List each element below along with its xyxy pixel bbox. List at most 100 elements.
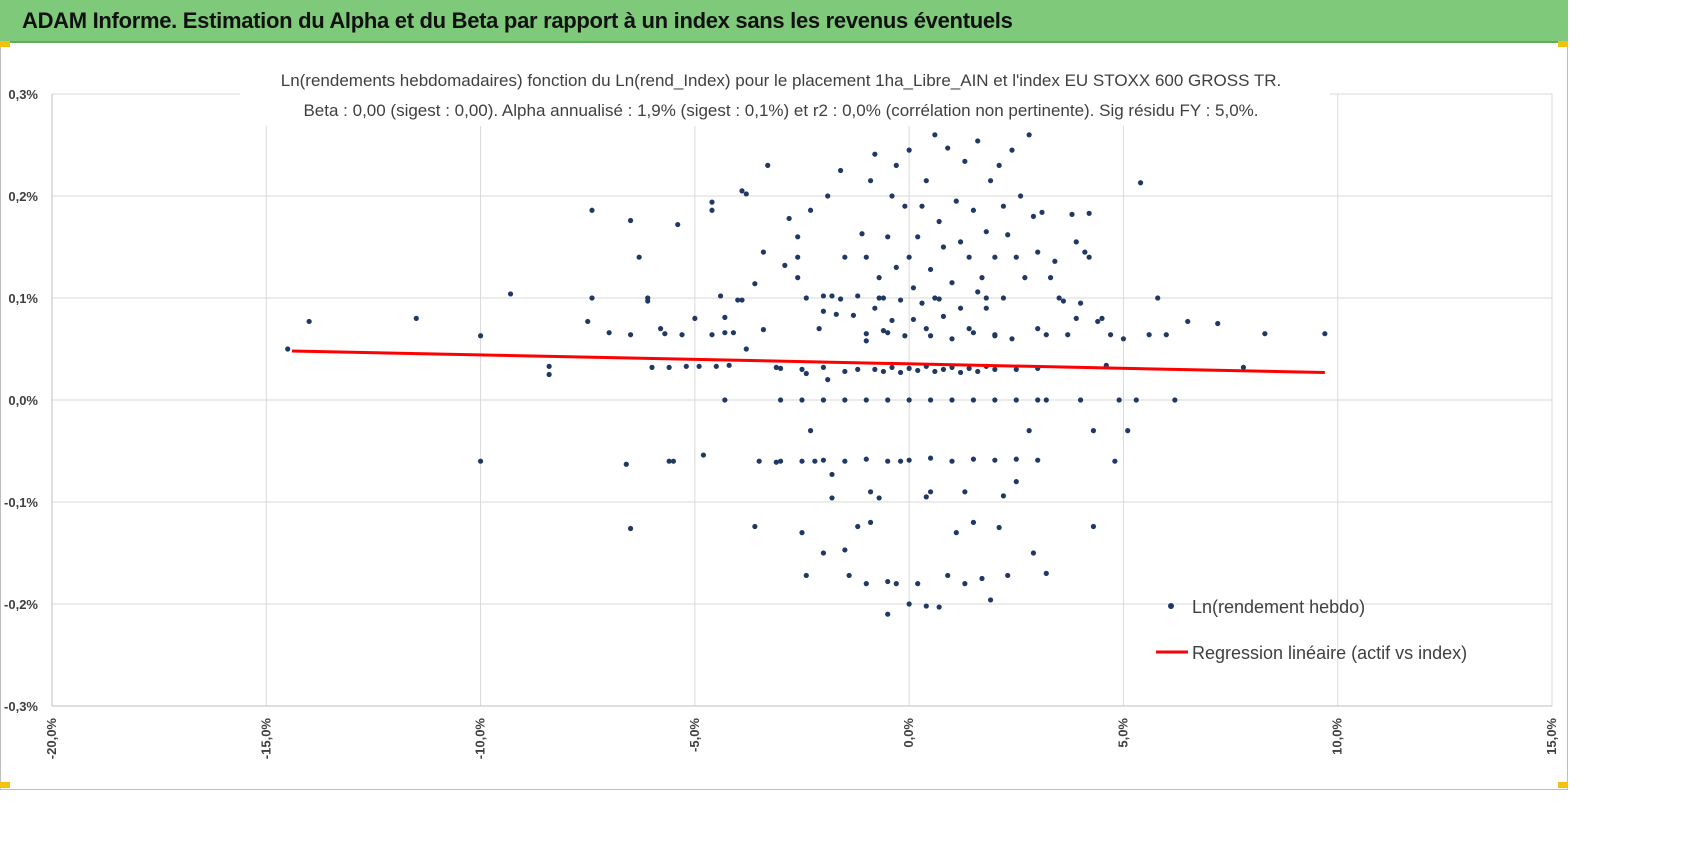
scatter-point: [820, 397, 827, 403]
scatter-point: [803, 572, 809, 579]
y-tick-label: 0,0%: [8, 393, 38, 408]
legend-marker-scatter: [1168, 603, 1174, 609]
scatter-point: [1035, 326, 1041, 332]
scatter-point: [730, 330, 737, 336]
scatter-point: [906, 365, 912, 371]
scatter-point: [1146, 332, 1152, 338]
header-bar: ADAM Informe. Estimation du Alpha et du …: [0, 0, 1568, 43]
corner-marker: [1558, 41, 1568, 47]
scatter-point: [649, 364, 655, 370]
scatter-point: [825, 193, 831, 199]
scatter-point: [692, 315, 698, 321]
scatter-point: [1000, 493, 1007, 499]
scatter-point: [739, 188, 745, 194]
scatter-point: [1000, 295, 1007, 301]
legend-label-scatter: Ln(rendement hebdo): [1192, 597, 1365, 617]
scatter-point: [820, 293, 827, 299]
scatter-point: [1013, 254, 1019, 260]
scatter-point: [799, 530, 805, 536]
scatter-point: [507, 291, 514, 297]
scatter-point: [795, 254, 801, 260]
scatter-point: [962, 158, 968, 164]
scatter-point: [782, 262, 788, 268]
scatter-point: [636, 254, 642, 260]
scatter-point: [906, 147, 912, 153]
chart-subtitle: Beta : 0,00 (sigest : 0,00). Alpha annua…: [303, 101, 1258, 120]
scatter-point: [846, 572, 852, 579]
scatter-point: [743, 346, 749, 352]
scatter-point: [949, 397, 955, 403]
y-tick-label: -0,1%: [4, 495, 38, 510]
scatter-point: [657, 326, 664, 332]
scatter-point: [975, 289, 981, 295]
scatter-point: [889, 317, 895, 324]
scatter-point: [902, 333, 908, 339]
scatter-point: [1107, 332, 1114, 338]
scatter-point: [1052, 258, 1058, 264]
scatter-point: [829, 293, 835, 299]
scatter-point: [906, 397, 912, 403]
scatter-point: [820, 550, 827, 556]
scatter-point: [803, 370, 809, 377]
scatter-point: [979, 275, 985, 281]
scatter-point: [842, 547, 848, 553]
y-tick-label: 0,2%: [8, 189, 38, 204]
scatter-point: [1099, 315, 1105, 321]
scatter-point: [897, 458, 904, 464]
x-tick-label: -5,0%: [687, 718, 702, 752]
scatter-point: [795, 234, 801, 240]
scatter-point: [285, 346, 291, 352]
scatter-point: [897, 369, 904, 376]
scatter-point: [816, 326, 822, 332]
scatter-point: [970, 456, 977, 462]
scatter-point: [1073, 315, 1079, 321]
scatter-point: [812, 458, 818, 464]
scatter-point: [627, 217, 634, 224]
scatter-point: [987, 597, 994, 603]
scatter-point: [1005, 232, 1011, 238]
scatter-point: [1035, 457, 1041, 463]
scatter-point: [880, 368, 887, 375]
scatter-point: [477, 458, 484, 464]
scatter-point: [1095, 318, 1101, 325]
scatter-point: [1090, 523, 1097, 530]
scatter-point: [897, 297, 904, 303]
scatter-point: [923, 603, 929, 609]
scatter-point: [996, 162, 1002, 168]
scatter-point: [1322, 331, 1328, 337]
scatter-point: [1112, 458, 1118, 464]
scatter-point: [1009, 336, 1015, 342]
scatter-point: [1043, 570, 1049, 577]
scatter-point: [1026, 428, 1032, 434]
scatter-point: [1215, 320, 1221, 327]
scatter-point: [413, 315, 419, 321]
scatter-point: [1035, 249, 1041, 255]
scatter-point: [765, 162, 771, 168]
scatter-point: [919, 203, 925, 209]
scatter-point: [825, 377, 831, 383]
scatter-point: [970, 519, 977, 526]
scatter-point: [970, 207, 977, 213]
scatter-point: [927, 489, 934, 495]
scatter-point: [696, 363, 702, 369]
scatter-point: [1043, 332, 1049, 338]
scatter-point: [756, 458, 762, 464]
scatter-point: [1005, 572, 1011, 579]
scatter-point: [936, 218, 942, 225]
scatter-point: [966, 365, 972, 371]
scatter-point: [1185, 318, 1191, 325]
scatter-point: [777, 365, 784, 371]
scatter-point: [957, 369, 964, 376]
scatter-point: [1013, 366, 1019, 372]
scatter-point: [837, 167, 844, 174]
y-tick-label: 0,3%: [8, 87, 38, 102]
scatter-point: [855, 293, 861, 299]
scatter-point: [880, 295, 887, 301]
scatter-point: [820, 457, 827, 463]
scatter-point: [970, 397, 977, 403]
scatter-point: [700, 452, 707, 458]
scatter-point: [855, 523, 861, 530]
scatter-point: [1172, 397, 1178, 403]
scatter-point: [923, 178, 929, 184]
scatter-point: [893, 264, 899, 270]
